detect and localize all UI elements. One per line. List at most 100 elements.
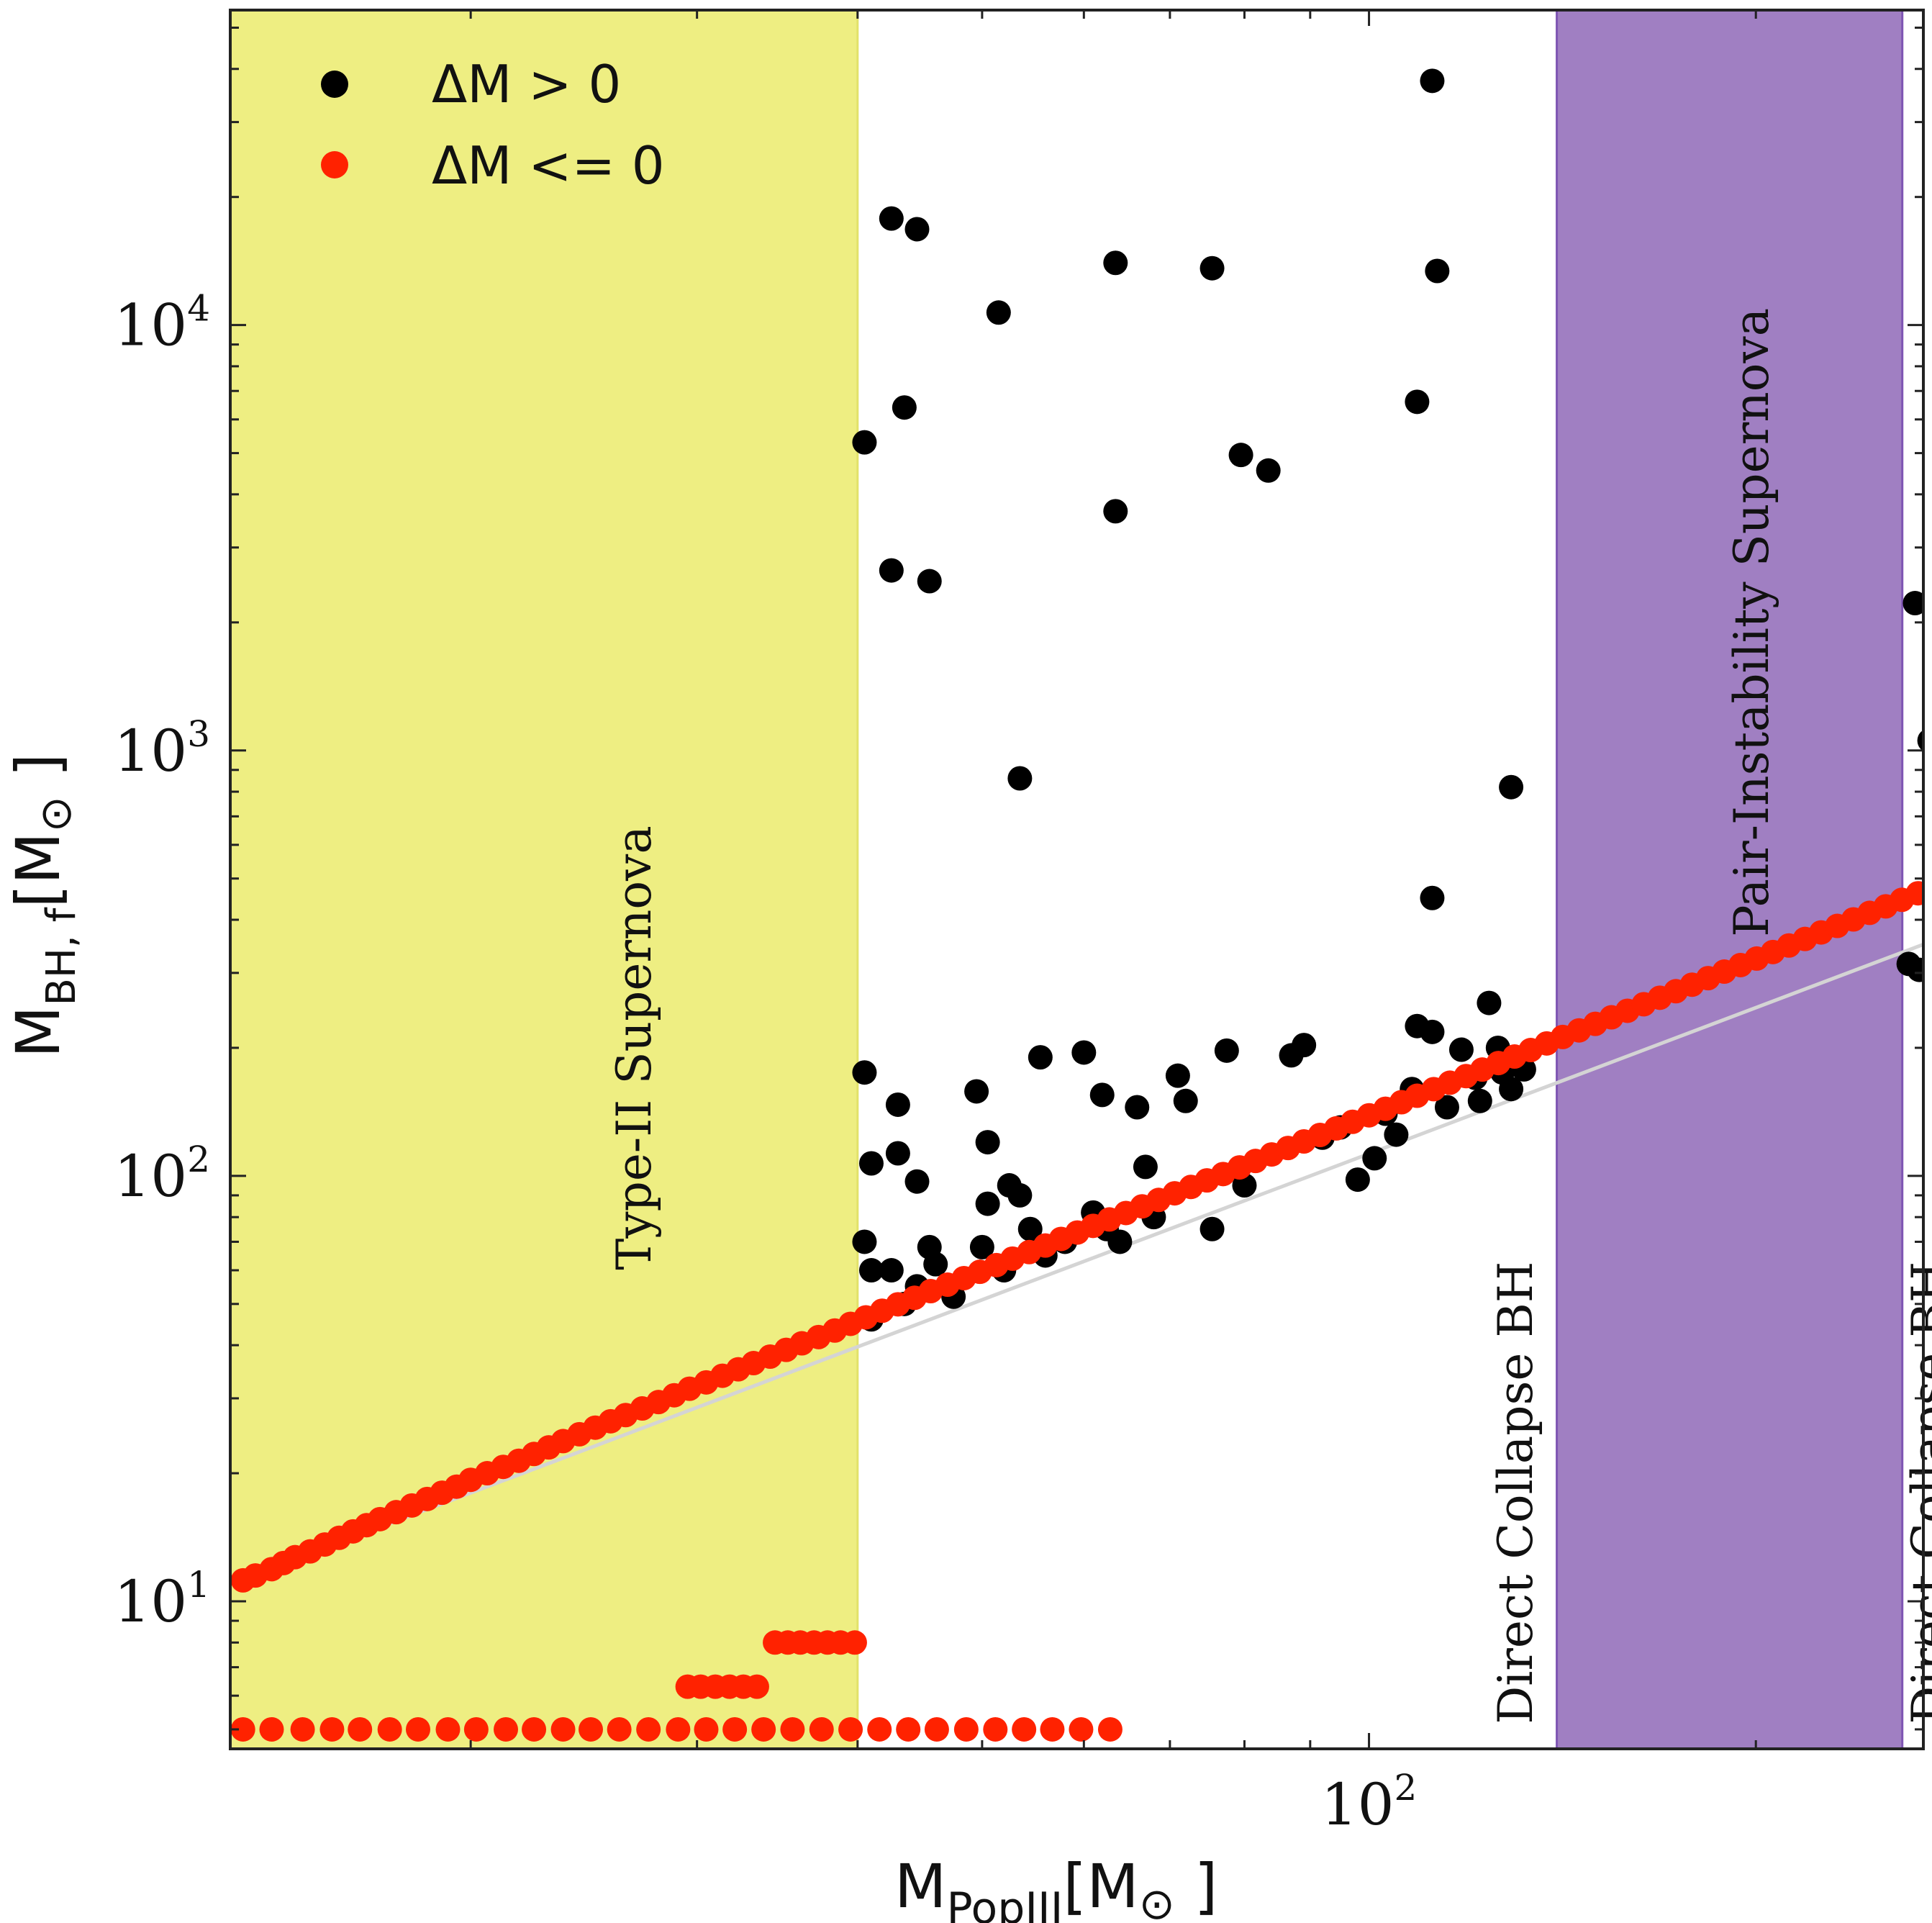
point-dm-nonpositive-136 <box>1069 1716 1094 1742</box>
point-dm-nonpositive-124 <box>722 1716 748 1742</box>
region-label-1: Pair-Instability Supernova <box>1724 308 1779 937</box>
y-tick-label-1: 102 <box>114 1139 210 1210</box>
point-dm-positive-24 <box>852 1229 877 1254</box>
y-tick-label-2: 103 <box>114 713 210 784</box>
point-dm-positive-39 <box>969 1234 994 1259</box>
point-dm-nonpositive-129 <box>867 1716 892 1742</box>
point-dm-positive-9 <box>1103 499 1128 524</box>
point-dm-nonpositive-122 <box>666 1716 691 1742</box>
point-dm-nonpositive-127 <box>809 1716 834 1742</box>
point-dm-positive-14 <box>1425 258 1450 284</box>
x-axis-title-main: M <box>894 1851 946 1922</box>
point-dm-nonpositive-126 <box>780 1716 805 1742</box>
point-dm-nonpositive-106 <box>1905 881 1923 906</box>
point-dm-nonpositive-111 <box>348 1716 373 1742</box>
x-axis-title: MPopIII[M⊙ ] <box>894 1851 1217 1923</box>
point-dm-positive-29 <box>904 1169 930 1194</box>
point-dm-positive-22 <box>852 1060 877 1085</box>
point-dm-positive-28 <box>885 1141 910 1166</box>
point-dm-nonpositive-116 <box>493 1716 518 1742</box>
x-axis-title-sun: ⊙ <box>1139 1879 1175 1923</box>
point-dm-positive-43 <box>1028 1045 1053 1070</box>
point-dm-positive-47 <box>1071 1040 1097 1065</box>
point-dm-nonpositive-130 <box>896 1716 921 1742</box>
point-dm-nonpositive-119 <box>579 1716 604 1742</box>
point-dm-positive-55 <box>1165 1063 1190 1088</box>
legend-label-dm-positive: ΔM > 0 <box>432 54 621 114</box>
x-axis-title-close: ] <box>1175 1851 1217 1922</box>
point-dm-nonpositive-132 <box>953 1716 979 1742</box>
y-axis-title-sun: ⊙ <box>31 796 81 832</box>
point-dm-positive-53 <box>1133 1154 1158 1180</box>
y-axis-title-main: M <box>3 1006 73 1058</box>
point-dm-positive-18 <box>1902 591 1923 616</box>
point-dm-nonpositive-123 <box>694 1716 719 1742</box>
point-dm-nonpositive-137 <box>1097 1716 1123 1742</box>
point-dm-positive-2 <box>904 217 930 242</box>
point-dm-positive-16 <box>1420 885 1445 910</box>
point-dm-nonpositive-108 <box>259 1716 284 1742</box>
point-dm-positive-42 <box>1017 1216 1043 1241</box>
point-dm-nonpositive-112 <box>377 1716 402 1742</box>
point-dm-positive-36 <box>964 1079 989 1104</box>
x-tick-label-0: 102 <box>1321 1767 1418 1838</box>
region-labels: Type-II Supernova Pair-Instability Supern… <box>607 308 1932 1724</box>
point-dm-positive-31 <box>879 1258 904 1283</box>
point-dm-nonpositive-135 <box>1040 1716 1065 1742</box>
point-dm-positive-0 <box>852 430 877 455</box>
point-dm-positive-13 <box>1405 389 1430 415</box>
legend-label-dm-nonpositive: ΔM <= 0 <box>432 135 665 196</box>
point-dm-nonpositive-114 <box>435 1716 461 1742</box>
y-axis-title-sub: BH, f <box>38 907 85 1005</box>
point-dm-nonpositive-107 <box>230 1716 255 1742</box>
legend: ΔM > 0 ΔM <= 0 <box>321 54 665 196</box>
point-dm-nonpositive-134 <box>1012 1716 1037 1742</box>
point-dm-nonpositive-121 <box>636 1716 661 1742</box>
point-dm-nonpositive-150 <box>842 1630 867 1655</box>
point-dm-positive-7 <box>1007 766 1033 791</box>
point-dm-positive-70 <box>1420 1019 1445 1044</box>
point-dm-nonpositive-110 <box>319 1716 345 1742</box>
x-axis-title-sub: PopIII <box>946 1883 1063 1923</box>
region-label-3: Direct Collapse BH <box>1902 1262 1932 1724</box>
y-axis-title: MBH, f[M⊙ ] <box>3 754 85 1058</box>
y-axis-title-close: ] <box>3 754 73 796</box>
point-dm-nonpositive-128 <box>838 1716 863 1742</box>
point-dm-nonpositive-113 <box>405 1716 430 1742</box>
point-dm-positive-4 <box>879 558 904 583</box>
shaded-regions <box>230 10 1904 1749</box>
point-dm-positive-27 <box>885 1092 910 1117</box>
point-dm-nonpositive-109 <box>290 1716 315 1742</box>
point-dm-positive-51 <box>1107 1229 1133 1254</box>
point-dm-nonpositive-143 <box>744 1674 769 1699</box>
region-label-0: Type-II Supernova <box>607 825 662 1270</box>
region-band-1 <box>1556 10 1904 1749</box>
point-dm-positive-75 <box>1477 990 1502 1015</box>
point-dm-positive-58 <box>1214 1038 1239 1063</box>
point-dm-positive-8 <box>1103 250 1128 276</box>
point-dm-positive-23 <box>858 1151 884 1176</box>
point-dm-positive-17 <box>1499 774 1524 800</box>
point-dm-positive-19 <box>1917 730 1923 751</box>
point-dm-positive-72 <box>1448 1037 1474 1062</box>
point-dm-positive-64 <box>1345 1167 1370 1193</box>
y-tick-label-0: 101 <box>114 1564 210 1635</box>
region-label-2: Direct Collapse BH <box>1488 1262 1543 1724</box>
point-dm-positive-74 <box>1467 1088 1492 1113</box>
point-dm-positive-6 <box>986 300 1011 325</box>
point-dm-positive-34 <box>923 1252 948 1277</box>
region-band-0 <box>230 10 859 1749</box>
point-dm-positive-71 <box>1434 1095 1459 1120</box>
x-axis-title-unit: [M <box>1063 1851 1138 1922</box>
point-dm-positive-25 <box>858 1258 884 1283</box>
point-dm-positive-56 <box>1173 1088 1198 1113</box>
scatter-points <box>230 68 1923 1742</box>
reference-line <box>230 942 1923 1585</box>
point-dm-nonpositive-118 <box>550 1716 576 1742</box>
point-dm-positive-3 <box>892 395 917 420</box>
point-dm-nonpositive-115 <box>463 1716 489 1742</box>
point-dm-nonpositive-125 <box>751 1716 776 1742</box>
point-dm-positive-1 <box>879 206 904 231</box>
legend-marker-dm-nonpositive <box>321 151 348 178</box>
y-axis-title-unit: [M <box>3 832 73 908</box>
